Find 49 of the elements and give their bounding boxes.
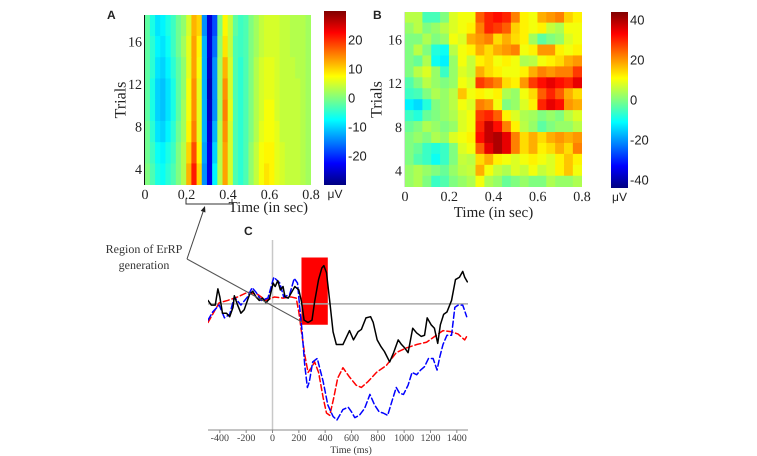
x-tick-label: 0.6 bbox=[529, 190, 546, 205]
x-tick-label: 0.6 bbox=[260, 188, 278, 203]
y-axis-title: Trials bbox=[112, 82, 130, 118]
x-tick-label: 0.2 bbox=[440, 190, 458, 205]
y-tick-label: 4 bbox=[135, 163, 142, 178]
chart-title: B bbox=[373, 8, 382, 22]
x-tick-label: 0.2 bbox=[178, 188, 196, 203]
x-tick-label: 0.4 bbox=[484, 190, 502, 205]
x-tick-label: -200 bbox=[237, 433, 256, 444]
y-tick-label: 12 bbox=[388, 77, 402, 92]
color-bar-label: -10 bbox=[348, 120, 367, 134]
x-tick-label: 200 bbox=[291, 433, 306, 444]
x-tick-label: 0 bbox=[142, 188, 148, 203]
x-tick-label: 400 bbox=[318, 433, 333, 444]
x-tick-label: 800 bbox=[370, 433, 386, 444]
color-bar-label: 40 bbox=[630, 12, 644, 28]
chart-title: C bbox=[244, 224, 253, 238]
text: Region of ErRP generation bbox=[104, 241, 184, 273]
x-tick-label: 1400 bbox=[446, 433, 467, 444]
y-tick-label: 12 bbox=[128, 78, 142, 94]
color-bar-label: -20 bbox=[348, 148, 367, 164]
chart-title: A bbox=[107, 8, 116, 22]
y-tick-label: 8 bbox=[395, 120, 402, 136]
color-bar-label: -40 bbox=[630, 172, 649, 188]
color-bar-title: μV bbox=[328, 187, 342, 201]
x-tick-label: 0.4 bbox=[219, 188, 237, 203]
color-bar-label: 20 bbox=[348, 32, 362, 48]
x-tick-label: 1200 bbox=[420, 433, 440, 444]
x-tick-label: 0 bbox=[402, 190, 408, 205]
color-bar-title: μV bbox=[612, 190, 627, 204]
y-tick-label: 16 bbox=[128, 36, 142, 51]
y-tick-label: 16 bbox=[388, 33, 402, 48]
x-axis-title: Time (in sec) bbox=[228, 200, 308, 216]
color-bar-label: 10 bbox=[348, 62, 362, 76]
y-axis-title: Trials bbox=[368, 81, 386, 118]
x-tick-label: -400 bbox=[210, 433, 230, 444]
x-tick-label: 0 bbox=[270, 433, 276, 444]
color-bar-label: 0 bbox=[630, 92, 638, 108]
x-tick-label: 0.8 bbox=[302, 188, 320, 203]
x-tick-label: 600 bbox=[344, 433, 359, 444]
x-axis-title: Time (ms) bbox=[330, 445, 372, 456]
color-bar-label: 0 bbox=[348, 90, 356, 106]
x-tick-label: 1000 bbox=[394, 433, 414, 444]
x-axis-title: Time (in sec) bbox=[454, 205, 534, 221]
y-tick-label: 8 bbox=[135, 120, 142, 136]
y-tick-label: 4 bbox=[395, 164, 402, 180]
color-bar-label: 20 bbox=[630, 52, 644, 68]
color-bar-label: -20 bbox=[630, 132, 649, 148]
x-tick-label: 0.8 bbox=[573, 190, 591, 205]
